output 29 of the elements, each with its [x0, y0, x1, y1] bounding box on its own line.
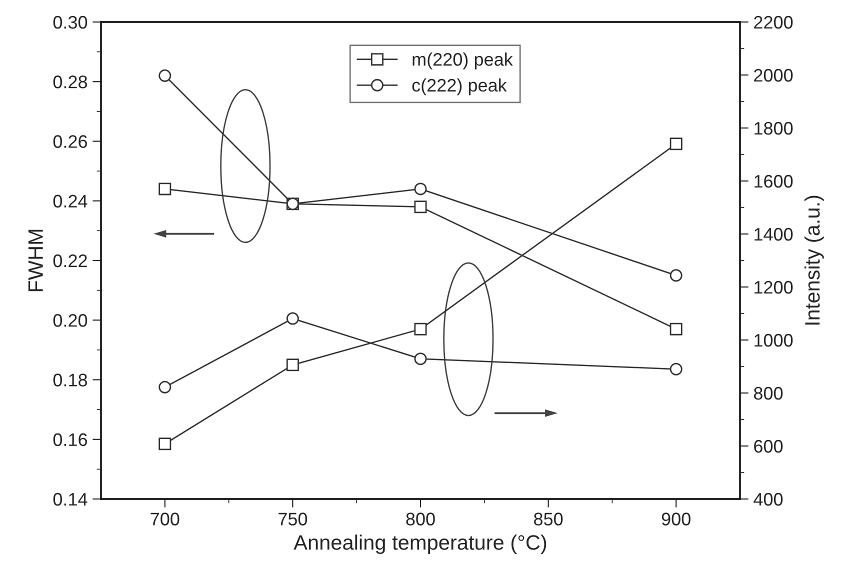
legend-label: m(220) peak: [412, 52, 513, 70]
y2-tick-label: 1200: [754, 280, 793, 294]
x-tick-label: 900: [662, 512, 690, 526]
y-tick-label: 0.22: [53, 254, 87, 268]
y-tick-label: 0.24: [53, 194, 88, 208]
y-axis-title: FWHM: [28, 230, 43, 292]
x-tick-label: 700: [150, 512, 180, 526]
legend-label: c(222) peak: [412, 78, 507, 96]
y-tick-label: 0.18: [53, 374, 88, 386]
y-tick-label: 0.14: [53, 492, 88, 506]
x-tick-label: 850: [534, 512, 563, 526]
x-axis-title: Annealing temperature (°C): [294, 534, 546, 554]
y2-axis-title: Intensity (a.u.): [804, 196, 824, 325]
y2-tick-label: 2000: [754, 68, 793, 82]
y-tick-label: 0.30: [53, 16, 88, 29]
x-tick-label: 800: [406, 512, 435, 526]
y2-tick-label: 800: [754, 386, 783, 400]
y-tick-label: 0.28: [53, 76, 88, 88]
y-tick-label: 0.26: [53, 135, 88, 148]
y2-tick-label: 400: [754, 492, 783, 506]
x-tick-label: 750: [278, 512, 308, 526]
y2-tick-label: 1800: [754, 122, 793, 135]
y2-tick-label: 2200: [754, 16, 793, 29]
y2-tick-label: 1000: [754, 334, 793, 347]
y-tick-label: 0.16: [53, 433, 88, 446]
y-tick-label: 0.20: [53, 314, 88, 327]
y2-tick-label: 600: [754, 440, 783, 453]
y2-tick-label: 1400: [754, 228, 793, 241]
y2-tick-label: 1600: [754, 174, 793, 188]
